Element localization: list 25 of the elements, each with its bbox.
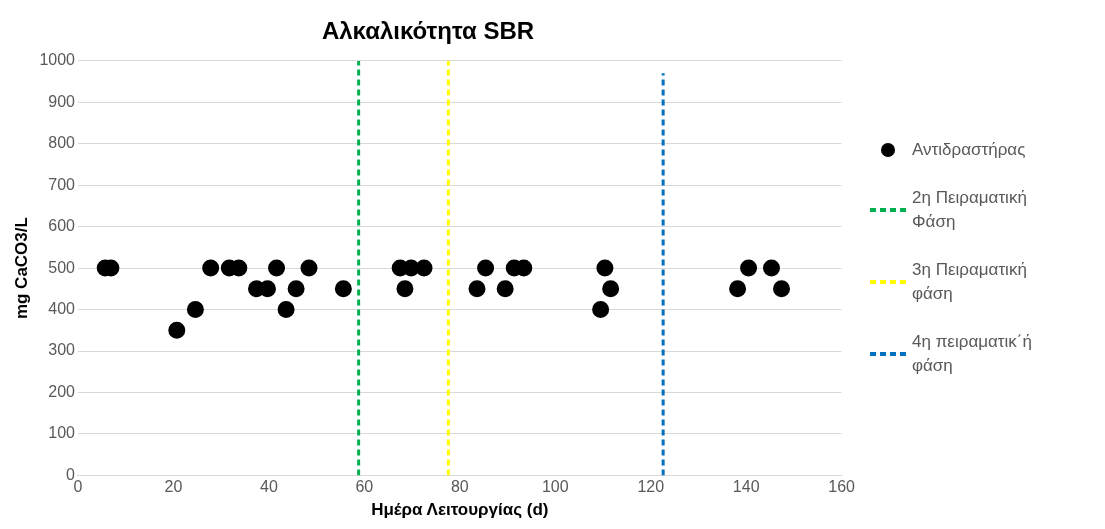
y-tick-label: 100 bbox=[48, 424, 76, 442]
legend-label: 3η Πειραματική φάση bbox=[912, 259, 1028, 305]
x-axis-title: Ημέρα Λειτουργίας (d) bbox=[371, 500, 549, 520]
x-tick-label: 100 bbox=[541, 478, 569, 496]
x-tick-label: 20 bbox=[164, 478, 183, 496]
x-tick-label: 160 bbox=[828, 478, 856, 496]
y-tick-label: 500 bbox=[48, 258, 76, 276]
y-tick-label: 900 bbox=[48, 92, 76, 110]
chart-title: Αλκαλικότητα SBR bbox=[321, 17, 535, 45]
legend-label: 4η πειραματικ΄ή φάση bbox=[912, 331, 1033, 377]
y-tick-label: 700 bbox=[48, 175, 76, 193]
x-tick-label: 80 bbox=[450, 478, 469, 496]
legend-label: Αντιδραστήρας bbox=[912, 139, 1027, 161]
legend-label: 2η Πειραματική Φάση bbox=[912, 187, 1028, 233]
y-tick-label: 300 bbox=[48, 341, 76, 359]
x-tick-label: 40 bbox=[260, 478, 278, 496]
y-tick-label: 800 bbox=[48, 134, 76, 152]
y-tick-label: 600 bbox=[48, 217, 76, 235]
x-tick-label: 60 bbox=[355, 478, 374, 496]
y-tick-label: 400 bbox=[48, 299, 76, 317]
y-axis-title: mg CaCO3/L bbox=[11, 217, 31, 320]
x-tick-label: 140 bbox=[732, 478, 760, 496]
y-tick-label: 1000 bbox=[39, 51, 76, 69]
y-tick-label: 200 bbox=[48, 382, 76, 400]
x-tick-label: 120 bbox=[637, 478, 665, 496]
